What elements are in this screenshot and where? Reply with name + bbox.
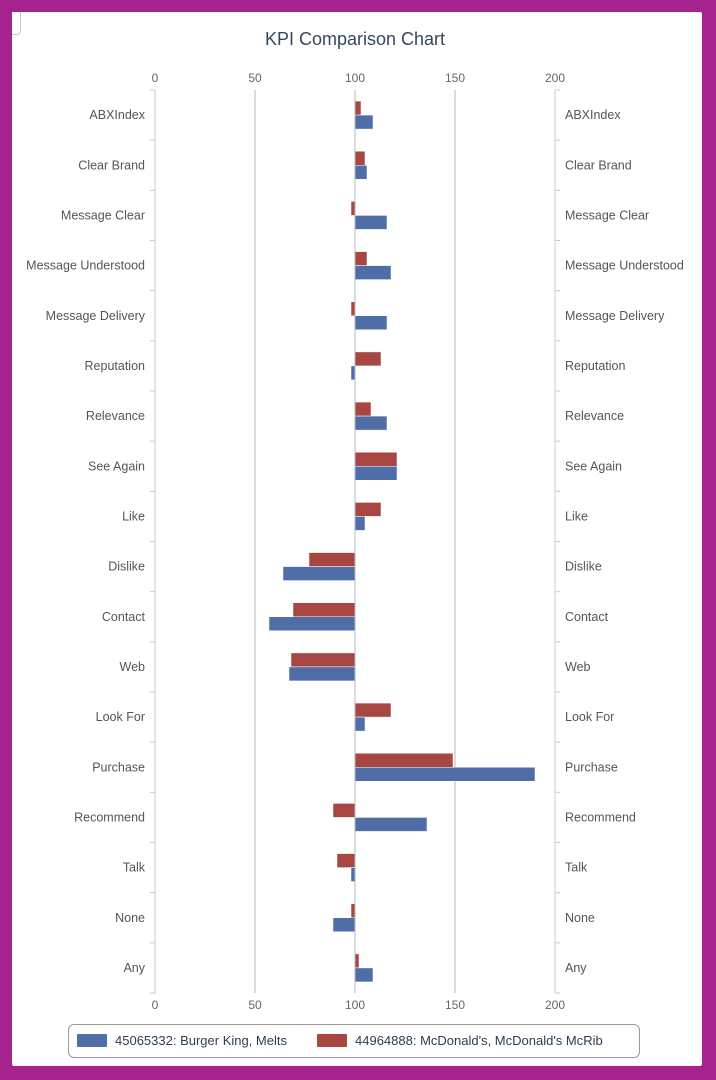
x-tick-label-bottom: 100	[345, 998, 365, 1012]
bar-series-2[interactable]	[354, 401, 372, 417]
category-label-left: Message Clear	[61, 208, 145, 222]
chart-title: KPI Comparison Chart	[265, 29, 445, 49]
bar-series-2[interactable]	[292, 602, 356, 617]
category-label-right: Purchase	[565, 760, 618, 774]
bar-series-2[interactable]	[350, 301, 356, 316]
x-tick-label-bottom: 50	[248, 998, 262, 1012]
category-label-right: Clear Brand	[565, 158, 632, 172]
category-label-left: None	[115, 911, 145, 925]
category-label-left: Any	[123, 961, 145, 975]
bar-series-1[interactable]	[354, 716, 366, 732]
category-label-left: Recommend	[74, 810, 145, 824]
x-tick-label-top: 150	[445, 71, 465, 85]
bar-series-2[interactable]	[336, 853, 356, 868]
bar-series-2[interactable]	[354, 251, 368, 266]
category-label-right: Like	[565, 509, 588, 523]
category-label-left: ABXIndex	[89, 108, 145, 122]
bar-series-1[interactable]	[332, 917, 356, 932]
category-label-right: None	[565, 911, 595, 925]
category-label-left: Like	[122, 509, 145, 523]
x-tick-label-bottom: 200	[545, 998, 565, 1012]
axis-layer: 0 0 50 50 100 100 150 150 200 200 ABXIndex ABXIndex…	[26, 71, 684, 1012]
category-label-right: Look For	[565, 710, 614, 724]
category-label-right: Message Understood	[565, 259, 684, 273]
category-label-right: See Again	[565, 459, 622, 473]
bar-series-1[interactable]	[350, 867, 356, 882]
category-label-left: Talk	[123, 861, 146, 875]
bar-series-1[interactable]	[354, 165, 368, 180]
category-label-left: See Again	[88, 459, 145, 473]
category-label-right: Reputation	[565, 359, 626, 373]
bar-series-2[interactable]	[350, 903, 356, 918]
legend-label-series-1: 45065332: Burger King, Melts	[115, 1033, 287, 1048]
bar-series-1[interactable]	[268, 616, 356, 631]
bar-series-1[interactable]	[354, 415, 388, 431]
category-label-left: Message Understood	[26, 259, 145, 273]
bar-series-1[interactable]	[354, 265, 392, 280]
bar-series-2[interactable]	[350, 201, 356, 216]
category-label-right: ABXIndex	[565, 108, 621, 122]
category-label-left: Dislike	[108, 560, 145, 574]
category-label-left: Purchase	[92, 760, 145, 774]
chart-panel	[12, 12, 702, 1066]
bar-series-1[interactable]	[282, 566, 356, 581]
bar-series-1[interactable]	[354, 114, 374, 130]
bar-series-2[interactable]	[354, 151, 366, 166]
bar-series-1[interactable]	[354, 315, 388, 330]
bar-series-2[interactable]	[290, 652, 356, 668]
category-label-right: Recommend	[565, 810, 636, 824]
category-label-right: Web	[565, 660, 591, 674]
category-label-left: Web	[120, 660, 146, 674]
x-tick-label-top: 200	[545, 71, 565, 85]
category-label-right: Contact	[565, 610, 609, 624]
bar-series-2[interactable]	[332, 803, 356, 818]
x-tick-label-bottom: 0	[152, 998, 159, 1012]
category-label-right: Message Delivery	[565, 309, 665, 323]
bar-series-2[interactable]	[354, 351, 382, 367]
category-label-right: Talk	[565, 861, 588, 875]
bar-series-2[interactable]	[354, 502, 382, 517]
legend: 45065332: Burger King, Melts 44964888: M…	[68, 1024, 640, 1058]
category-label-left: Contact	[102, 610, 146, 624]
bar-series-2[interactable]	[354, 702, 392, 718]
legend-swatch-series-2	[317, 1034, 347, 1047]
category-label-left: Relevance	[86, 409, 145, 423]
bar-series-2[interactable]	[354, 753, 454, 768]
bar-series-1[interactable]	[354, 767, 536, 782]
bar-series-1[interactable]	[354, 466, 398, 481]
category-label-right: Any	[565, 961, 587, 975]
corner-tab	[12, 12, 21, 35]
x-tick-label-top: 100	[345, 71, 365, 85]
x-tick-label-top: 0	[152, 71, 159, 85]
category-label-right: Relevance	[565, 409, 624, 423]
legend-label-series-2: 44964888: McDonald's, McDonald's McRib	[355, 1033, 603, 1048]
category-label-right: Message Clear	[565, 208, 649, 222]
legend-item-series-2[interactable]: 44964888: McDonald's, McDonald's McRib	[317, 1033, 603, 1048]
bar-series-1[interactable]	[354, 817, 428, 832]
bar-series-1[interactable]	[350, 365, 356, 381]
bar-series-2[interactable]	[354, 452, 398, 467]
bar-series-1[interactable]	[288, 666, 356, 682]
bar-series-1[interactable]	[354, 967, 374, 983]
legend-item-series-1[interactable]: 45065332: Burger King, Melts	[77, 1033, 287, 1048]
category-label-left: Look For	[96, 710, 145, 724]
bar-series-1[interactable]	[354, 215, 388, 230]
category-label-right: Dislike	[565, 560, 602, 574]
legend-swatch-series-1	[77, 1034, 107, 1047]
x-tick-label-top: 50	[248, 71, 262, 85]
bar-series-2[interactable]	[354, 953, 360, 969]
bar-layer	[268, 90, 536, 993]
x-tick-label-bottom: 150	[445, 998, 465, 1012]
category-label-left: Message Delivery	[46, 309, 146, 323]
category-label-left: Clear Brand	[78, 158, 145, 172]
bar-series-1[interactable]	[354, 516, 366, 531]
bar-series-2[interactable]	[354, 100, 362, 116]
bar-series-2[interactable]	[308, 552, 356, 567]
category-label-left: Reputation	[85, 359, 146, 373]
